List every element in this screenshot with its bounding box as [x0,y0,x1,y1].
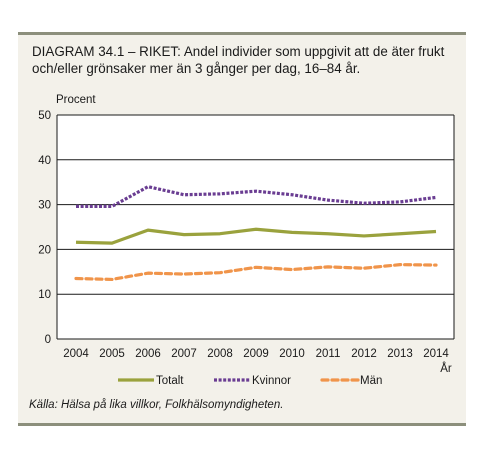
y-tick-labels: 0 10 20 30 40 50 [38,110,51,346]
legend-label-m-n: Män [360,375,382,387]
series-line-kvinnor [76,185,437,208]
x-tick-labels: 2004 2005 2006 2007 2008 2009 2010 2011 2012 2013… [63,348,449,360]
x-tick-label-2006: 2006 [135,348,161,360]
series-line-m-n [74,263,438,282]
x-axis-label: År [440,362,452,375]
x-tick-label-2013: 2013 [387,348,413,360]
legend-label-totalt: Totalt [156,375,184,387]
x-tick-label-2014: 2014 [423,348,449,360]
grid-lines [56,114,455,340]
y-tick-label-20: 20 [38,244,51,256]
legend-label-kvinnor: Kvinnor [252,375,291,387]
x-tick-label-2012: 2012 [351,348,377,360]
x-tick-label-2009: 2009 [243,348,269,360]
legend: Totalt Kvinnor Män [118,375,382,387]
y-tick-label-30: 30 [38,200,51,212]
x-tick-label-2005: 2005 [99,348,125,360]
y-tick-label-0: 0 [45,334,51,346]
chart-title: DIAGRAM 34.1 – RIKET: Andel individer so… [32,44,445,76]
source-note: Källa: Hälsa på lika villkor, Folkhälsom… [29,399,284,411]
y-axis-label: Procent [56,94,96,106]
x-tick-label-2010: 2010 [279,348,305,360]
y-tick-label-40: 40 [38,155,51,167]
plot-area [57,115,454,339]
line-chart: Procent 0 10 20 30 40 50 2004 2005 2006 2007 2008… [38,94,455,387]
y-tick-label-10: 10 [38,289,51,301]
x-tick-label-2007: 2007 [171,348,197,360]
x-tick-label-2004: 2004 [63,348,89,360]
x-tick-label-2011: 2011 [316,348,341,360]
y-tick-label-50: 50 [38,110,51,122]
series-line-totalt [75,227,437,245]
x-tick-label-2008: 2008 [207,348,233,360]
series-lines [74,185,438,282]
chart-panel: DIAGRAM 34.1 – RIKET: Andel individer so… [18,32,466,426]
